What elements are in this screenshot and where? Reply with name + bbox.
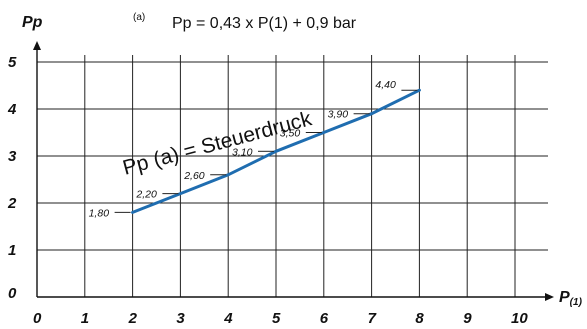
y-tick-label: 5 <box>8 54 17 71</box>
y-tick-label: 0 <box>8 285 17 302</box>
x-axis-arrow-icon <box>545 293 554 301</box>
y-axis-label: Pp <box>22 14 43 31</box>
x-tick-label: 9 <box>463 310 472 327</box>
x-tick-label: 6 <box>320 310 329 327</box>
y-tick-label: 1 <box>8 242 16 259</box>
x-axis-label-sub: (1) <box>570 297 583 308</box>
chart-annotation: Pp (a) = Steuerdruck <box>120 107 314 180</box>
y-tick-label: 3 <box>8 148 17 165</box>
x-tick-label: 2 <box>128 310 138 327</box>
data-label: 2,20 <box>135 189 157 201</box>
data-label: 4,40 <box>375 79 396 91</box>
x-tick-label: 7 <box>368 310 377 327</box>
x-tick-label: 0 <box>33 310 42 327</box>
y-axis-arrow-icon <box>33 41 41 50</box>
x-tick-label: 8 <box>415 310 424 327</box>
x-tick-label: 4 <box>223 310 233 327</box>
x-tick-label: 5 <box>272 310 281 327</box>
tick-labels: 0 1 2 3 4 5 6 7 8 9 10 0 1 2 3 4 5 <box>7 54 528 327</box>
chart-title-tag: (a) <box>133 12 145 23</box>
y-tick-label: 2 <box>7 195 17 212</box>
x-tick-label: 1 <box>81 310 89 327</box>
x-axis-label: P(1) <box>559 289 583 308</box>
chart-title: Pp = 0,43 x P(1) + 0,9 bar <box>172 15 357 32</box>
data-label: 2,60 <box>183 170 205 182</box>
series-layer <box>131 88 421 214</box>
data-labels: 1,80 2,20 2,60 3,10 3,50 3,90 4,40 <box>89 79 418 219</box>
data-label: 1,80 <box>89 207 110 219</box>
data-label: 3,50 <box>280 128 301 140</box>
x-axis-label-main: P <box>559 289 570 306</box>
grid <box>37 55 548 297</box>
data-label: 3,10 <box>232 146 253 158</box>
axes <box>33 41 554 301</box>
x-tick-label: 3 <box>176 310 185 327</box>
data-label: 3,90 <box>328 109 349 121</box>
x-tick-label: 10 <box>511 310 528 327</box>
y-tick-label: 4 <box>7 101 17 118</box>
series-line-0 <box>131 88 421 214</box>
